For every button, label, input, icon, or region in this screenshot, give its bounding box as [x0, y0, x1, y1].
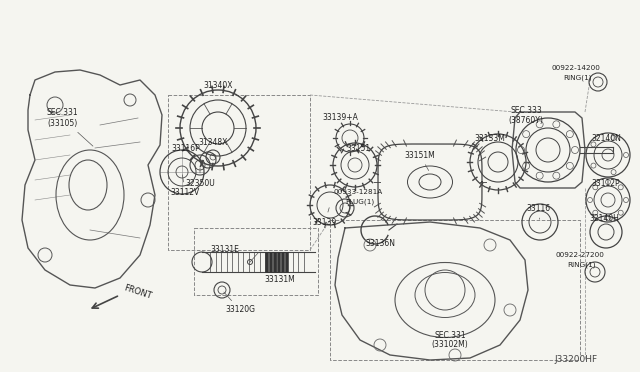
Text: 32350U: 32350U: [185, 168, 215, 187]
Text: 33139+A: 33139+A: [322, 112, 358, 122]
Text: 32140H: 32140H: [589, 214, 619, 222]
Text: 33112V: 33112V: [170, 175, 200, 196]
Text: RING(1): RING(1): [568, 262, 596, 268]
Text: 33116P: 33116P: [172, 144, 200, 153]
Text: 33136N: 33136N: [365, 238, 395, 247]
Text: 00933-1281A: 00933-1281A: [333, 189, 383, 195]
Text: 31348X: 31348X: [198, 138, 228, 147]
Text: RING(1): RING(1): [564, 75, 592, 81]
Text: PLUG(1): PLUG(1): [346, 199, 374, 205]
Polygon shape: [273, 252, 276, 272]
Polygon shape: [269, 252, 272, 272]
Text: (33102M): (33102M): [431, 340, 468, 350]
Text: SEC.331: SEC.331: [434, 330, 466, 340]
Text: SEC.331
(33105): SEC.331 (33105): [46, 108, 93, 146]
Text: 33131E: 33131E: [211, 246, 239, 254]
Text: 33120G: 33120G: [224, 292, 255, 314]
Text: 33116: 33116: [526, 203, 550, 219]
Text: 33139: 33139: [313, 208, 337, 227]
Text: FRONT: FRONT: [123, 283, 153, 301]
Polygon shape: [281, 252, 284, 272]
Text: 33112P: 33112P: [592, 179, 620, 187]
Polygon shape: [265, 252, 268, 272]
Text: (38760Y): (38760Y): [509, 115, 543, 125]
Text: 32140N: 32140N: [591, 134, 621, 142]
Text: 33151M: 33151M: [404, 151, 435, 171]
Polygon shape: [277, 252, 280, 272]
Text: SEC.333: SEC.333: [510, 106, 542, 115]
Polygon shape: [285, 252, 288, 272]
Text: 33131M: 33131M: [264, 276, 296, 285]
Text: 33133M: 33133M: [475, 134, 506, 142]
Text: 31340X: 31340X: [204, 80, 233, 90]
Text: 33151: 33151: [346, 144, 370, 153]
Text: 00922-27200: 00922-27200: [556, 252, 604, 258]
Text: J33200HF: J33200HF: [555, 356, 598, 365]
Text: 00922-14200: 00922-14200: [552, 65, 600, 71]
